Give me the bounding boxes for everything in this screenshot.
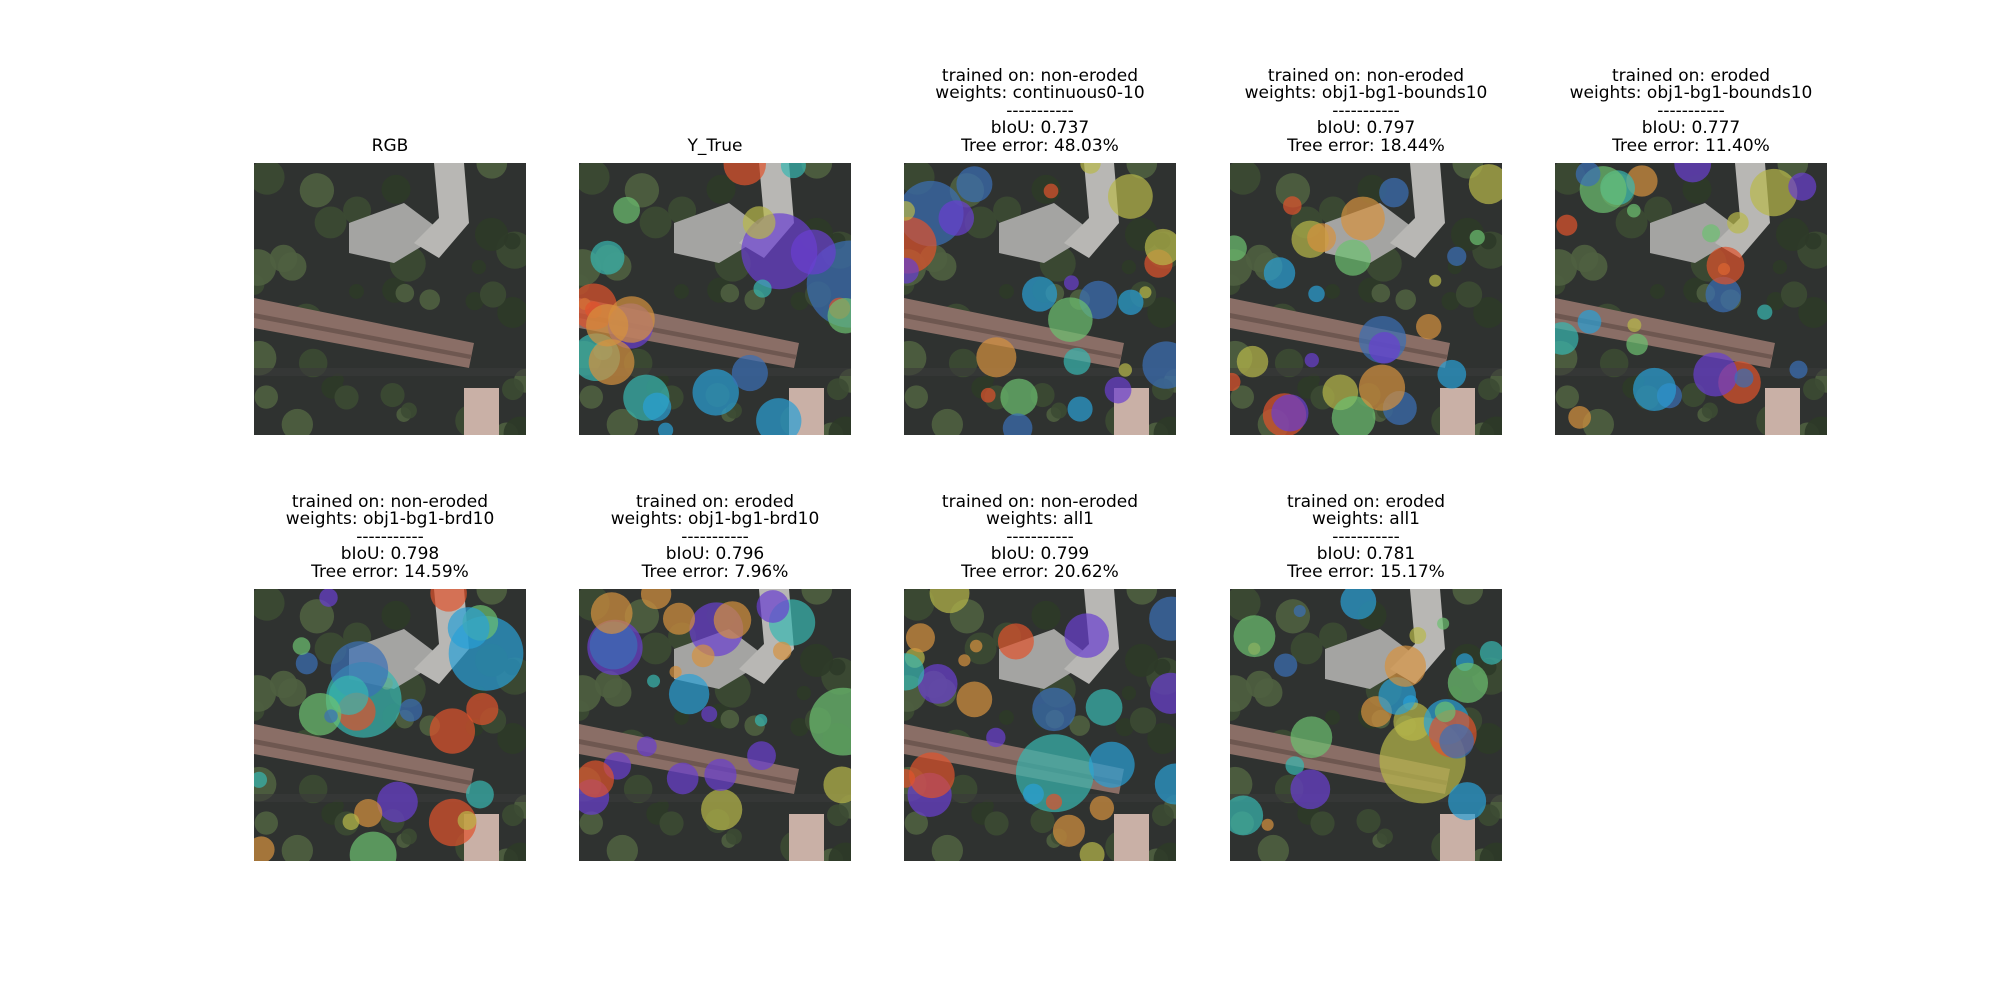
image [1230, 589, 1502, 861]
panel-title: trained on: non-eroded weights: obj1-bg1-… [1170, 65, 1562, 156]
title-line: weights: all1 [986, 509, 1094, 529]
title-line: ----------- [1657, 100, 1725, 121]
title-line: weights: obj1-bg1-bounds10 [1569, 83, 1813, 103]
panel-title: RGB [194, 135, 586, 156]
panel: trained on: non-eroded weights: obj1-bg1-… [254, 493, 526, 861]
panel-title: trained on: non-eroded weights: obj1-bg1-… [194, 491, 586, 582]
title-line: weights: obj1-bg1-bounds10 [1244, 83, 1488, 103]
panel: trained on: non-eroded weights: all1 -----… [904, 493, 1176, 861]
title-line: bIoU: 0.796 [665, 544, 765, 564]
title-line: ----------- [1006, 526, 1074, 547]
title-line: Tree error: 15.17% [1287, 561, 1445, 582]
image [579, 163, 851, 435]
image [579, 589, 851, 861]
panel-title: trained on: eroded weights: obj1-bg1-boun… [1495, 65, 1887, 156]
panel-title: trained on: eroded weights: obj1-bg1-brd1… [519, 491, 911, 582]
title-line: Tree error: 20.62% [961, 561, 1119, 582]
title-line: bIoU: 0.737 [990, 118, 1090, 138]
title-line: trained on: eroded [1286, 491, 1446, 512]
panel: trained on: eroded weights: obj1-bg1-boun… [1555, 67, 1827, 435]
panel-title: trained on: non-eroded weights: all1 -----… [844, 491, 1236, 582]
title-line: ----------- [1332, 526, 1400, 547]
title-line: Y_True [687, 135, 743, 156]
title-line: trained on: eroded [635, 491, 795, 512]
title-line: trained on: non-eroded [1267, 65, 1465, 86]
title-line: weights: obj1-bg1-brd10 [610, 509, 820, 529]
title-line: Tree error: 7.96% [641, 561, 789, 582]
panel-title: trained on: non-eroded weights: continuou… [844, 65, 1236, 156]
image [1230, 163, 1502, 435]
title-line: bIoU: 0.798 [340, 544, 440, 564]
panel-title: Y_True [519, 135, 911, 156]
image [254, 163, 526, 435]
title-line: trained on: non-eroded [941, 65, 1139, 86]
title-line: bIoU: 0.777 [1641, 118, 1741, 138]
title-line: Tree error: 18.44% [1287, 135, 1445, 156]
panel: trained on: non-eroded weights: continuou… [904, 67, 1176, 435]
title-line: bIoU: 0.797 [1316, 118, 1416, 138]
title-line: ----------- [1006, 100, 1074, 121]
image [1555, 163, 1827, 435]
title-line: trained on: non-eroded [291, 491, 489, 512]
title-line: ----------- [1332, 100, 1400, 121]
panel: trained on: non-eroded weights: obj1-bg1-… [1230, 67, 1502, 435]
image [254, 589, 526, 861]
title-line: Tree error: 14.59% [311, 561, 469, 582]
title-line: ----------- [356, 526, 424, 547]
panel: Y_True [579, 137, 851, 435]
panel: trained on: eroded weights: all1 ---------… [1230, 493, 1502, 861]
title-line: Tree error: 11.40% [1612, 135, 1770, 156]
panel-title: trained on: eroded weights: all1 ---------… [1170, 491, 1562, 582]
title-line: ----------- [681, 526, 749, 547]
title-line: trained on: non-eroded [941, 491, 1139, 512]
panel: RGB [254, 137, 526, 435]
image [904, 589, 1176, 861]
image [904, 163, 1176, 435]
title-line: trained on: eroded [1611, 65, 1771, 86]
title-line: RGB [371, 135, 409, 156]
title-line: weights: obj1-bg1-brd10 [285, 509, 495, 529]
panel: trained on: eroded weights: obj1-bg1-brd1… [579, 493, 851, 861]
title-line: weights: all1 [1312, 509, 1420, 529]
title-line: weights: continuous0-10 [935, 83, 1145, 103]
title-line: bIoU: 0.781 [1316, 544, 1416, 564]
title-line: bIoU: 0.799 [990, 544, 1090, 564]
title-line: Tree error: 48.03% [961, 135, 1119, 156]
